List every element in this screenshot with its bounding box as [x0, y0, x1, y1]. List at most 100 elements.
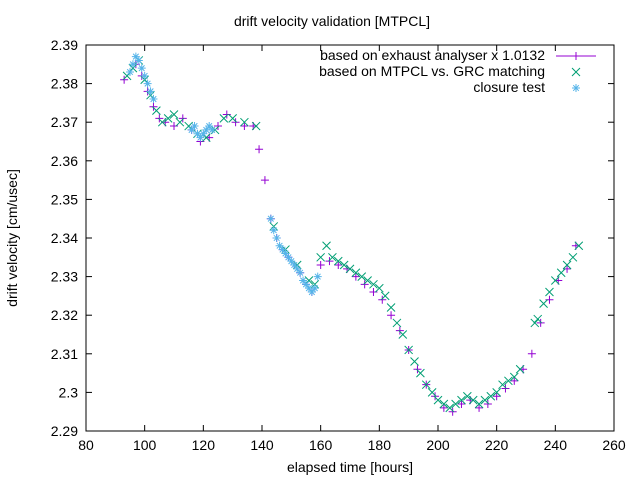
data-point: [251, 121, 261, 131]
data-point: [363, 276, 372, 285]
x-tick-label: 140: [250, 437, 274, 453]
chart-title: drift velocity validation [MTPCL]: [234, 13, 430, 29]
x-tick-label: 80: [78, 437, 94, 453]
data-point: [431, 392, 440, 401]
data-point: [304, 284, 313, 293]
y-tick-label: 2.33: [51, 269, 78, 285]
data-point: [325, 257, 334, 266]
data-point: [296, 268, 305, 277]
data-point: [299, 276, 308, 285]
data-point: [143, 79, 152, 88]
data-point: [498, 380, 507, 390]
data-point: [266, 214, 275, 223]
data-point: [240, 122, 249, 131]
legend-marker: [572, 84, 580, 92]
data-point: [339, 260, 349, 270]
data-point: [187, 125, 196, 134]
legend-label-closure-test: closure test: [473, 79, 545, 95]
data-point: [328, 252, 337, 262]
data-point: [574, 241, 584, 251]
data-point: [316, 261, 325, 270]
x-tick-label: 240: [544, 437, 568, 453]
data-point: [157, 117, 167, 127]
axis-ticks: 80 100 120 140 160 180 200 220 240 260 2.29 2.3 2.31…: [51, 37, 626, 453]
data-point: [562, 260, 572, 270]
y-tick-label: 2.29: [51, 423, 78, 439]
data-point: [140, 71, 149, 80]
legend: based on exhaust analyser x 1.0132 based…: [319, 47, 596, 95]
data-point: [269, 226, 278, 235]
data-point: [278, 245, 287, 254]
data-point: [149, 95, 158, 104]
data-point: [433, 395, 443, 405]
data-point: [175, 117, 185, 127]
x-tick-label: 120: [192, 437, 216, 453]
data-point: [510, 376, 519, 385]
data-point: [480, 395, 490, 405]
data-point: [196, 133, 205, 142]
data-point: [351, 272, 360, 281]
x-tick-label: 180: [368, 437, 392, 453]
data-point: [413, 365, 422, 374]
legend-label-mtpcl-grc-matching: based on MTPCL vs. GRC matching: [319, 63, 545, 79]
series-1: [122, 56, 584, 413]
data-point: [322, 241, 331, 251]
data-point: [313, 272, 322, 281]
x-tick-label: 200: [426, 437, 450, 453]
data-point: [457, 395, 466, 405]
data-point: [392, 318, 402, 328]
data-point: [275, 241, 284, 250]
series-2: [126, 52, 322, 297]
data-marks: [120, 52, 584, 416]
data-point: [255, 145, 264, 154]
data-point: [126, 68, 134, 77]
data-point: [474, 399, 484, 409]
x-tick-label: 260: [602, 437, 626, 453]
data-point: [137, 64, 146, 73]
y-tick-label: 2.32: [51, 307, 78, 323]
data-point: [240, 117, 249, 127]
data-point: [169, 110, 179, 119]
data-point: [486, 391, 496, 401]
data-point: [360, 280, 369, 289]
data-point: [231, 118, 240, 127]
data-point: [515, 364, 525, 374]
legend-label-exhaust-analyser: based on exhaust analyser x 1.0132: [320, 47, 545, 63]
data-point: [439, 403, 448, 412]
data-point: [149, 102, 158, 111]
data-point: [334, 261, 343, 270]
data-point: [316, 252, 326, 262]
data-point: [374, 283, 384, 293]
data-point: [427, 388, 437, 397]
data-point: [302, 280, 310, 289]
data-point: [228, 113, 238, 123]
data-point: [504, 376, 513, 386]
y-tick-label: 2.31: [51, 346, 78, 362]
data-point: [509, 372, 519, 382]
data-point: [404, 345, 414, 355]
data-point: [208, 125, 217, 134]
data-point: [451, 399, 460, 409]
data-point: [448, 407, 457, 416]
data-point: [128, 60, 137, 69]
data-point: [539, 299, 548, 308]
y-tick-label: 2.38: [51, 76, 78, 92]
y-tick-label: 2.35: [51, 191, 78, 207]
x-tick-label: 220: [485, 437, 509, 453]
data-point: [387, 311, 396, 320]
data-point: [134, 56, 143, 65]
data-point: [333, 256, 343, 266]
data-point: [410, 357, 419, 366]
data-point: [351, 268, 361, 278]
data-point: [202, 125, 211, 134]
data-point: [146, 87, 155, 96]
legend-marker: [572, 52, 580, 60]
y-tick-label: 2.3: [59, 384, 79, 400]
data-point: [556, 268, 566, 278]
y-axis-label: drift velocity [cm/usec]: [4, 169, 20, 307]
data-point: [155, 114, 164, 123]
y-tick-label: 2.36: [51, 153, 78, 169]
data-point: [439, 399, 449, 409]
data-point: [445, 403, 455, 413]
